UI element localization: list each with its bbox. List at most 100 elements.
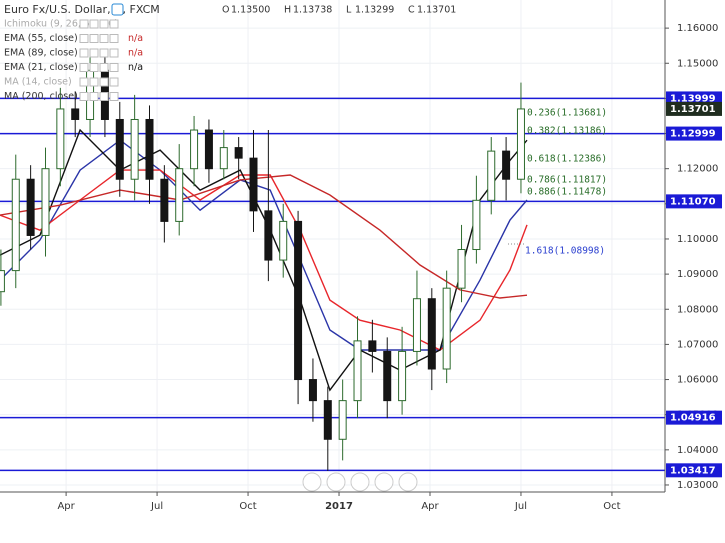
- candle-body: [0, 270, 5, 293]
- indicator-button[interactable]: [89, 34, 99, 43]
- x-tick-label: Apr: [57, 501, 75, 512]
- level-label: 1.03417: [670, 465, 716, 476]
- candle-body: [204, 129, 213, 170]
- candle-body: [279, 220, 288, 261]
- ohlc-key: O: [222, 5, 229, 16]
- indicator-name: EMA (89, close): [4, 48, 78, 59]
- y-tick-label: 1.12000: [677, 164, 718, 175]
- candle-body: [71, 108, 80, 120]
- indicator-button[interactable]: [89, 48, 99, 58]
- indicator-name: EMA (55, close): [4, 33, 78, 44]
- level-label: 1.11070: [670, 196, 716, 207]
- indicator-status: n/a: [128, 62, 143, 73]
- ohlc-value: 1.13738: [293, 5, 332, 16]
- fib-label: 0.236(1.13681): [527, 108, 607, 119]
- y-tick-label: 1.04000: [677, 445, 718, 456]
- candle-body: [56, 108, 65, 170]
- x-tick-label: Oct: [603, 501, 620, 512]
- fib-label: 0.618(1.12386): [527, 154, 607, 165]
- candle-body: [160, 178, 169, 222]
- indicator-button[interactable]: [99, 63, 109, 72]
- level-label-box: [666, 194, 722, 209]
- candle-body: [457, 249, 466, 289]
- indicator-button[interactable]: [89, 63, 99, 72]
- y-tick-label: 1.07000: [677, 339, 718, 350]
- indicator-button[interactable]: [89, 92, 99, 101]
- candle-body: [338, 400, 347, 440]
- level-label: 1.13999: [670, 93, 716, 104]
- candle-body: [145, 118, 154, 180]
- indicator-button[interactable]: [99, 48, 109, 58]
- ohlc-value: 1.13701: [417, 5, 456, 16]
- indicator-button[interactable]: [109, 92, 119, 101]
- indicator-button[interactable]: [89, 77, 99, 87]
- indicator-name: EMA (21, close): [4, 62, 78, 73]
- candle-body: [487, 150, 496, 201]
- candle-body: [294, 220, 303, 381]
- candle-body: [234, 147, 243, 159]
- candle-body: [323, 400, 332, 440]
- candle-body: [130, 118, 139, 180]
- y-tick-label: 1.08000: [677, 304, 718, 315]
- last-price-label-box: [666, 101, 722, 116]
- nav-button[interactable]: [350, 472, 370, 492]
- candle-body: [472, 199, 481, 251]
- indicator-button[interactable]: [89, 19, 99, 29]
- ohlc-key: H: [284, 5, 291, 16]
- nav-button[interactable]: [398, 472, 418, 492]
- indicator-button[interactable]: [79, 92, 89, 101]
- candle-body: [11, 178, 20, 272]
- y-tick-label: 1.06000: [677, 375, 718, 386]
- indicator-button[interactable]: [109, 48, 119, 58]
- settings-icon[interactable]: [111, 3, 124, 16]
- indicator-line: [0, 174, 528, 299]
- level-label-box: [666, 410, 722, 425]
- axes: 1.030001.040001.050001.060001.070001.080…: [57, 23, 722, 512]
- indicator-button[interactable]: [79, 63, 89, 72]
- indicator-button[interactable]: [79, 34, 89, 43]
- indicator-button[interactable]: [99, 34, 109, 43]
- nav-button[interactable]: [374, 472, 394, 492]
- nav-button[interactable]: [326, 472, 346, 492]
- candle-body: [398, 350, 407, 402]
- indicator-status: n/a: [128, 48, 143, 59]
- level-label: 1.04916: [670, 413, 716, 424]
- fib-label: 0.382(1.13186): [527, 126, 607, 137]
- candle-body: [264, 210, 273, 261]
- level-label-box: [666, 463, 722, 478]
- candle-body: [219, 147, 228, 170]
- level-label: 1.12999: [670, 129, 716, 140]
- candle-body: [516, 108, 525, 180]
- indicator-button[interactable]: [79, 77, 89, 87]
- x-tick-label: Jul: [514, 501, 527, 512]
- candle-body: [41, 168, 50, 236]
- candle-body: [502, 150, 511, 180]
- candle-body: [175, 168, 184, 222]
- candle-body: [26, 178, 35, 236]
- candle-body: [427, 298, 436, 370]
- indicator-button[interactable]: [99, 77, 109, 87]
- nav-button[interactable]: [302, 472, 322, 492]
- indicator-button[interactable]: [99, 92, 109, 101]
- ohlc-value: 1.13299: [355, 5, 394, 16]
- indicator-button[interactable]: [109, 34, 119, 43]
- navigation: [302, 472, 418, 492]
- indicator-button[interactable]: [99, 19, 109, 29]
- indicator-name: MA (200, close): [4, 91, 78, 102]
- plot-area: 0.236(1.13681) 0.382(1.13186) 0.618(1.1238…: [0, 50, 665, 472]
- candle-body: [190, 129, 199, 170]
- x-tick-label: 2017: [325, 501, 353, 512]
- indicator-button[interactable]: [109, 19, 119, 29]
- x-tick-label: Jul: [150, 501, 163, 512]
- candle-body: [442, 287, 451, 370]
- indicator-status: n/a: [128, 33, 143, 44]
- ohlc-value: 1.13500: [231, 5, 270, 16]
- indicator-button[interactable]: [79, 19, 89, 29]
- indicator-button[interactable]: [79, 48, 89, 58]
- candle-body: [308, 379, 317, 402]
- fib-label: 0.786(1.11817): [527, 175, 607, 186]
- indicator-button[interactable]: [109, 77, 119, 87]
- indicator-button[interactable]: [109, 63, 119, 72]
